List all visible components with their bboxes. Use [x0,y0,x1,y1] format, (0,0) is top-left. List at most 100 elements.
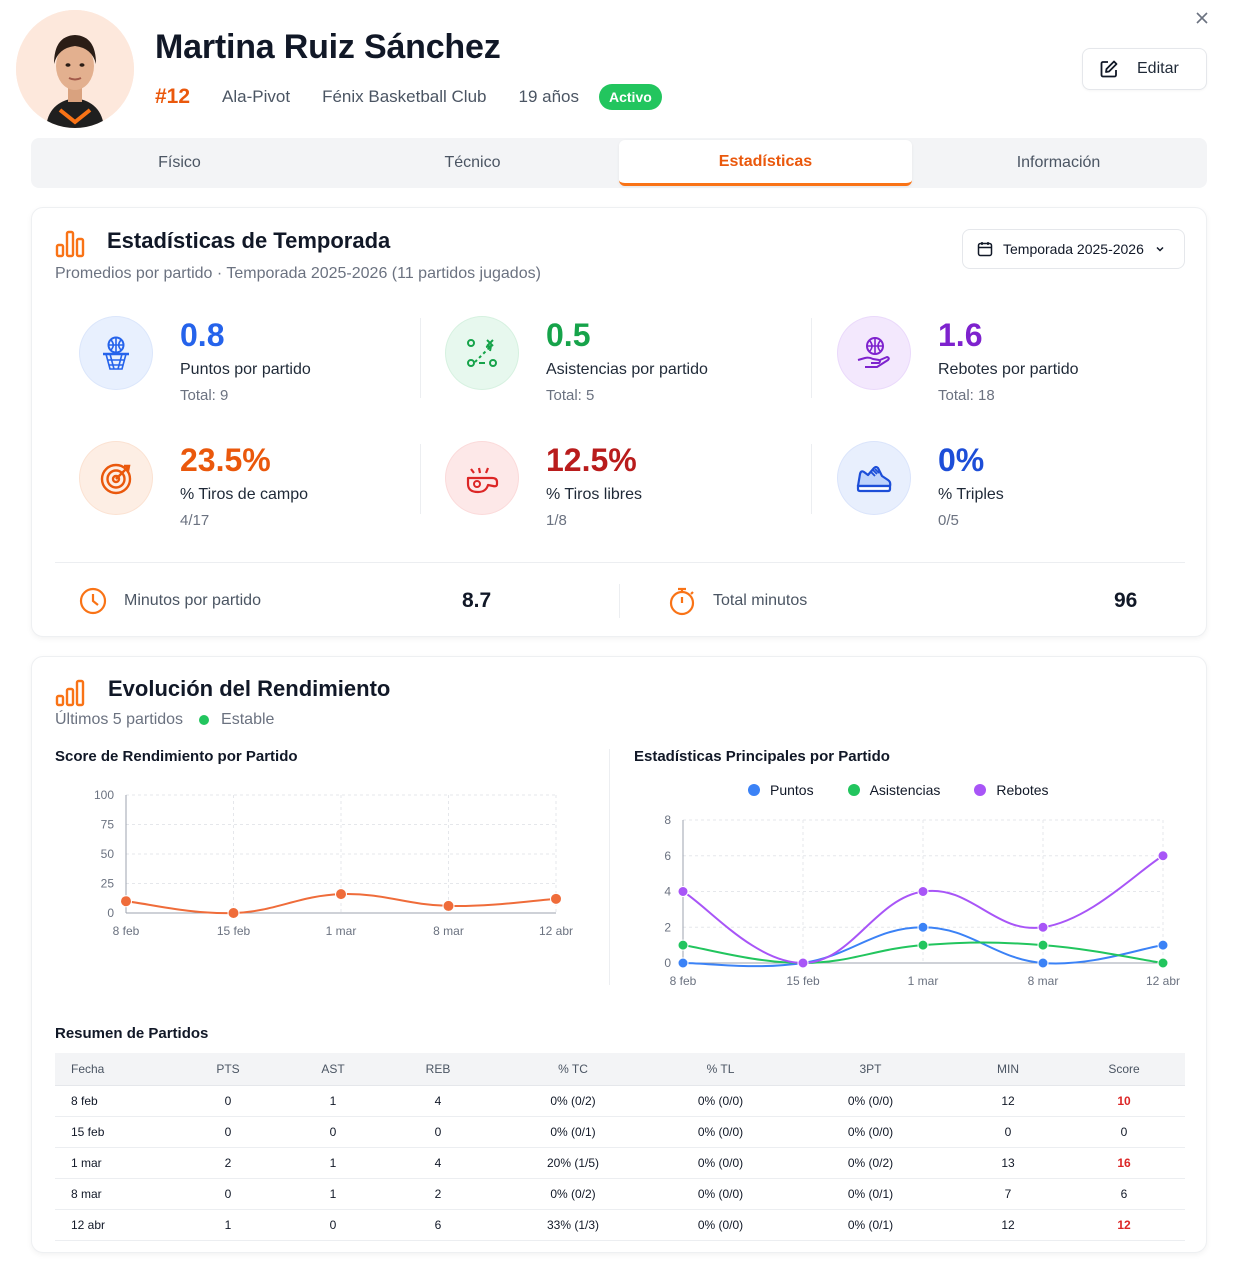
legend-label: Puntos [770,782,814,798]
y-tick-label: 4 [664,885,671,899]
stat-assists: 0.5 Asistencias por partido Total: 5 [446,317,776,417]
data-point [917,886,929,897]
stat-field-goal: 23.5% % Tiros de campo 4/17 [80,442,410,542]
season-select[interactable]: Temporada 2025-2026 [962,229,1185,269]
total-minutes-value: 96 [1114,589,1138,612]
data-point [550,892,562,905]
table-cell: 0% (0/1) [493,1116,653,1148]
column-header: % TL [653,1053,788,1086]
table-cell: 6 [1063,1178,1185,1210]
table-cell: 2 [173,1147,283,1179]
table-cell: 0 [173,1178,283,1210]
y-tick-label: 100 [94,788,114,802]
close-button[interactable] [1191,8,1213,30]
table-cell: 20% (1/5) [493,1147,653,1179]
y-tick-label: 50 [101,847,115,861]
trend-label: Estable [221,711,275,728]
table-cell: 1 [283,1085,383,1117]
data-point [1157,850,1169,862]
x-tick-label: 8 mar [1028,974,1059,988]
y-tick-label: 75 [101,818,115,832]
column-header: Score [1063,1053,1185,1086]
performance-card: Evolución del Rendimiento Últimos 5 part… [31,656,1207,1253]
table-cell: 7 [953,1178,1063,1210]
table-cell: 0 [283,1209,383,1241]
player-name: Martina Ruiz Sánchez [155,28,501,66]
x-tick-label: 1 mar [908,974,939,988]
minutes-per-game-label: Minutos por partido [124,592,261,609]
table-cell: 0% (0/0) [653,1116,788,1148]
chevron-down-icon [1156,246,1164,252]
bar-chart-icon [55,230,85,258]
tab-tecnico[interactable]: Técnico [444,154,501,171]
table-cell: 0% (0/0) [653,1178,788,1210]
performance-subtitle-row: Últimos 5 partidos Estable [55,711,274,729]
stats-chart-title: Estadísticas Principales por Partido [634,748,890,765]
stat-total: Total: 5 [546,387,595,404]
legend-rebotes[interactable]: Rebotes [974,782,1049,798]
stat-points: 0.8 Puntos por partido Total: 9 [80,317,410,417]
table-cell: 0 [283,1116,383,1148]
matches-table: Fecha PTS AST REB% TC% TL 3PT MIN Score 8 feb 0… [55,1053,1185,1241]
avatar [16,10,134,128]
data-point [442,899,455,912]
stat-label: Asistencias por partido [546,361,708,378]
data-point [797,957,809,969]
matches-table-title: Resumen de Partidos [55,1025,209,1042]
data-point [1037,939,1049,951]
season-stats-subtitle: Promedios por partido · Temporada 2025-2… [55,265,541,282]
edit-button-label: Editar [1137,60,1179,77]
bar-chart-icon [55,679,85,707]
table-cell: 13 [953,1147,1063,1179]
y-tick-label: 0 [107,906,114,920]
legend-swatch [974,784,987,796]
data-point [335,888,347,901]
x-tick-label: 15 feb [786,974,820,988]
tab-informacion[interactable]: Información [1016,154,1101,171]
score-chart-title: Score de Rendimiento por Partido [55,748,298,765]
player-age: 19 años [518,87,580,106]
stat-label: % Tiros de campo [180,486,309,503]
stat-label: Puntos por partido [180,361,311,378]
x-tick-label: 8 feb [113,924,140,938]
divider [811,318,812,398]
player-photo [16,10,134,128]
legend-asistencias[interactable]: Asistencias [847,782,941,798]
data-point [677,939,689,951]
season-select-value: Temporada 2025-2026 [1003,241,1144,257]
legend-puntos[interactable]: Puntos [748,782,814,798]
table-cell: 0% (0/1) [788,1209,953,1241]
x-tick-label: 15 feb [217,924,251,938]
y-tick-label: 8 [664,813,671,827]
table-cell: 0% (0/0) [653,1085,788,1117]
stat-value: 0% [938,442,985,478]
column-header: Fecha [55,1053,173,1086]
data-point [917,921,929,933]
play-diagram-icon [446,317,518,389]
sneaker-icon [838,442,910,514]
edit-button[interactable]: Editar [1082,48,1207,90]
divider [420,318,421,398]
tab-estadisticas[interactable]: Estadísticas [619,140,912,186]
data-point [227,907,240,919]
player-club: Fénix Basketball Club [322,87,487,106]
stat-value: 1.6 [938,317,983,353]
stat-total: 0/5 [938,512,959,529]
column-header: 3PT [788,1053,953,1086]
trend-dot [199,715,210,725]
tab-fisico[interactable]: Físico [158,154,201,171]
table-cell: 2 [383,1178,493,1210]
table-cell: 0% (0/1) [788,1178,953,1210]
legend-label: Asistencias [869,782,941,798]
data-point [120,895,132,908]
edit-icon [1100,60,1118,78]
stat-label: % Tiros libres [546,486,643,503]
table-cell: 0 [383,1116,493,1148]
data-point [1037,957,1049,969]
y-tick-label: 6 [664,849,671,863]
table-cell: 0% (0/2) [788,1147,953,1179]
column-header: MIN [953,1053,1063,1086]
table-row: 12 abr 1 0 6 33% (1/3) 0% (0/0) 0% (0/1) 12 12 [55,1209,1185,1241]
y-tick-label: 2 [664,920,671,934]
table-cell: 1 [283,1178,383,1210]
